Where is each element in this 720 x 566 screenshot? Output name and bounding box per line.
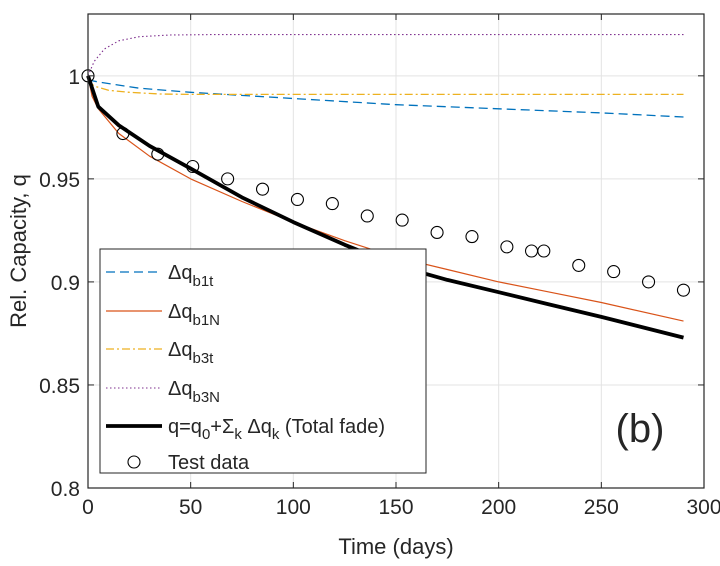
legend-label-part: (Total fade) [279, 416, 385, 438]
x-tick-label: 150 [378, 496, 413, 519]
legend-label: Δqb1N [168, 301, 220, 329]
legend-label-sub: b1N [192, 312, 220, 329]
x-tick-label: 0 [82, 496, 94, 519]
test-data-point [500, 240, 514, 254]
series-line-0 [87, 79, 684, 118]
ticks: 0 50 100 150 200 250 300 0.8 0.85 0.9 0.95 1 [39, 14, 720, 519]
legend-label-sub: b1t [192, 273, 214, 290]
legend-label-main: Δq [168, 301, 192, 323]
x-tick-label: 100 [276, 496, 311, 519]
y-axis-label: Rel. Capacity, q [6, 174, 31, 328]
x-tick-label: 300 [686, 496, 720, 519]
legend-label-part: Δq [242, 416, 272, 438]
test-data-point [360, 209, 374, 223]
y-tick-label: 0.85 [39, 375, 80, 398]
legend-label-part: 0 [202, 426, 210, 443]
legend-label-main: Test data [168, 452, 250, 474]
legend-label-sub: b3N [192, 389, 220, 406]
legend-label: Test data [168, 452, 250, 474]
series-line-2 [87, 79, 684, 96]
y-tick-label: 1 [68, 66, 80, 89]
x-tick-label: 250 [584, 496, 619, 519]
legend-label-main: Δq [168, 262, 192, 284]
legend-label-part: q=q [168, 416, 202, 438]
test-data-point [430, 225, 444, 240]
y-tick-label: 0.8 [51, 478, 80, 501]
legend-label-main: Δq [168, 339, 192, 361]
series-group [81, 34, 691, 340]
test-data-point [290, 192, 304, 207]
series-line-3 [87, 34, 684, 77]
test-data-point [186, 159, 200, 174]
legend-label-main: Δq [168, 378, 192, 400]
test-data-point [255, 182, 270, 196]
test-data-point [572, 258, 586, 272]
y-tick-label: 0.95 [39, 169, 80, 192]
legend-label-sub: b3t [192, 350, 214, 367]
test-data-point [524, 244, 539, 258]
test-data-point [642, 275, 656, 289]
x-axis-label: Time (days) [338, 534, 453, 559]
test-data-point [676, 283, 691, 297]
legend-label-part: k [272, 426, 280, 443]
test-data-point [537, 244, 551, 258]
x-tick-label: 50 [179, 496, 202, 519]
legend-label: Δqb3N [168, 378, 220, 406]
test-data-point [465, 230, 479, 244]
legend-box [99, 248, 427, 474]
legend-label: Δqb1t [168, 262, 214, 290]
legend-label-part: k [234, 426, 242, 443]
legend-marker [127, 455, 141, 469]
test-data-point [116, 126, 130, 141]
y-tick-label: 0.9 [51, 272, 80, 295]
legend-label: q=q0+Σk Δqk (Total fade) [168, 416, 385, 443]
legend-label-part: +Σ [210, 416, 234, 438]
legend-label: Δqb3t [168, 339, 214, 367]
test-data-point [325, 197, 339, 211]
test-data-point [395, 213, 409, 227]
test-data-point [221, 172, 235, 186]
test-data-point [151, 147, 165, 161]
series-line-4 [86, 75, 684, 340]
x-tick-label: 200 [481, 496, 516, 519]
test-data-point [607, 265, 621, 279]
panel-label: (b) [616, 407, 665, 451]
